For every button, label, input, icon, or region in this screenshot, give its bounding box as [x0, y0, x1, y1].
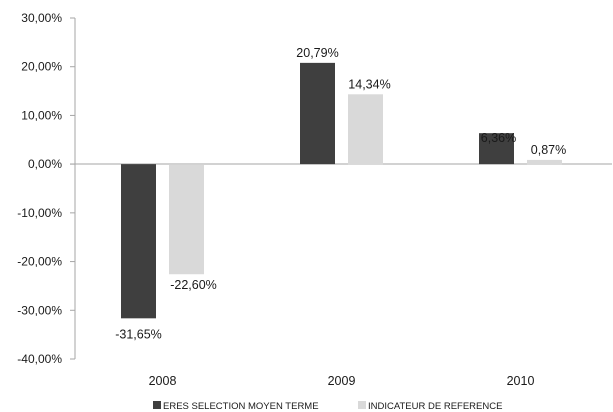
x-category-label: 2010	[507, 374, 535, 388]
data-label: -31,65%	[115, 327, 162, 341]
category-labels: 2008 2009 2010	[149, 374, 535, 388]
x-category-label: 2008	[149, 374, 177, 388]
y-tick-label: 20,00%	[21, 60, 62, 74]
bar-fund-2009	[300, 62, 335, 165]
bar-benchmark-2008	[169, 164, 204, 275]
y-tick-label: -20,00%	[17, 255, 62, 269]
data-label: 0,87%	[531, 143, 566, 157]
bar-benchmark-2010	[527, 159, 562, 165]
y-tick-label: -10,00%	[17, 206, 62, 220]
data-label: 14,34%	[348, 77, 390, 91]
data-label: 20,79%	[296, 46, 338, 60]
y-tick-label: 10,00%	[21, 108, 62, 122]
y-tick-label: -30,00%	[17, 303, 62, 317]
legend-label: INDICATEUR DE REFERENCE	[368, 401, 502, 412]
data-label: 6,36%	[481, 131, 516, 145]
y-tick-label: -40,00%	[17, 352, 62, 366]
y-axis-ticks: 30,00% 20,00% 10,00% 0,00% -10,00% -20,00% -30…	[17, 11, 75, 366]
data-labels: -31,65% -22,60% 20,79% 14,34% 6,36% 0,87%	[115, 46, 566, 341]
bar-fund-2010	[479, 133, 514, 165]
legend-swatch	[358, 401, 366, 409]
data-label: -22,60%	[170, 278, 217, 292]
legend-label: ERES SELECTION MOYEN TERME	[163, 401, 319, 412]
legend-swatch	[153, 401, 161, 409]
axes	[70, 18, 612, 359]
bars	[121, 62, 562, 319]
y-tick-label: 30,00%	[21, 11, 62, 25]
x-category-label: 2009	[328, 374, 356, 388]
y-tick-label: 0,00%	[28, 157, 62, 171]
bar-fund-2008	[121, 164, 156, 319]
legend: ERES SELECTION MOYEN TERME INDICATEUR DE …	[153, 401, 502, 412]
bar-benchmark-2009	[348, 94, 383, 165]
